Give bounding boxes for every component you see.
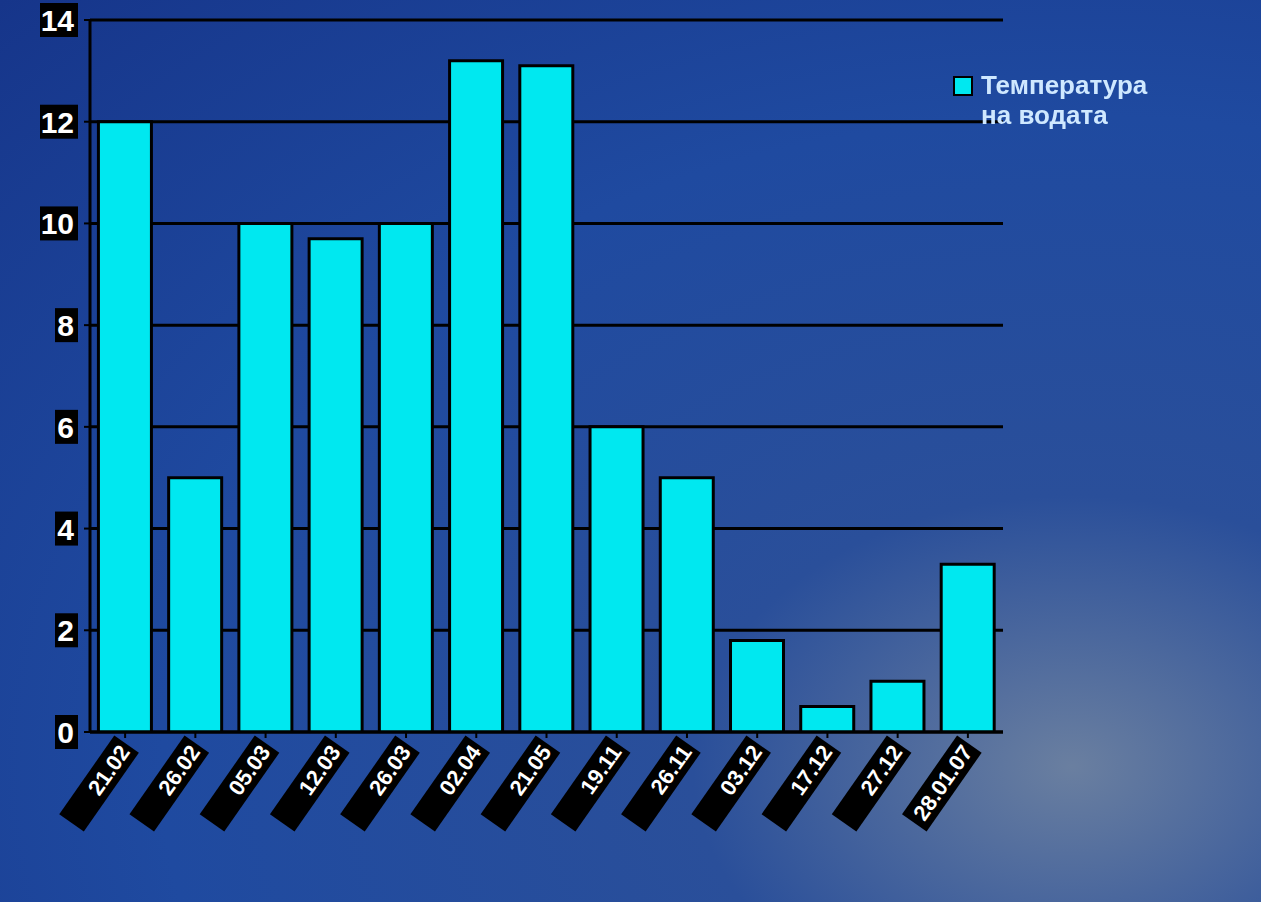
svg-text:26.02: 26.02	[153, 741, 205, 800]
svg-text:8: 8	[57, 309, 74, 342]
svg-text:21.05: 21.05	[504, 741, 556, 800]
html-text:Температура на водата: Температура на водата	[981, 70, 1148, 130]
svg-text:03.12: 03.12	[715, 741, 767, 800]
svg-text:6: 6	[57, 411, 74, 444]
svg-text:10: 10	[41, 207, 74, 240]
svg-text:12.03: 12.03	[294, 741, 346, 800]
svg-text:14: 14	[41, 4, 75, 37]
svg-text:2: 2	[57, 614, 74, 647]
svg-text:26.11: 26.11	[645, 741, 696, 799]
svg-text:26.03: 26.03	[364, 741, 416, 800]
svg-text:05.03: 05.03	[223, 741, 275, 800]
svg-text:21.02: 21.02	[83, 741, 135, 800]
svg-text:28.01.07: 28.01.07	[908, 741, 978, 825]
svg-text:17.12: 17.12	[785, 741, 837, 800]
svg-text:02.04: 02.04	[434, 740, 486, 800]
svg-text:0: 0	[57, 716, 74, 749]
svg-text:27.12: 27.12	[855, 741, 907, 800]
svg-text:19.11: 19.11	[575, 741, 626, 799]
svg-text:12: 12	[41, 106, 74, 139]
svg-text:4: 4	[57, 513, 74, 546]
